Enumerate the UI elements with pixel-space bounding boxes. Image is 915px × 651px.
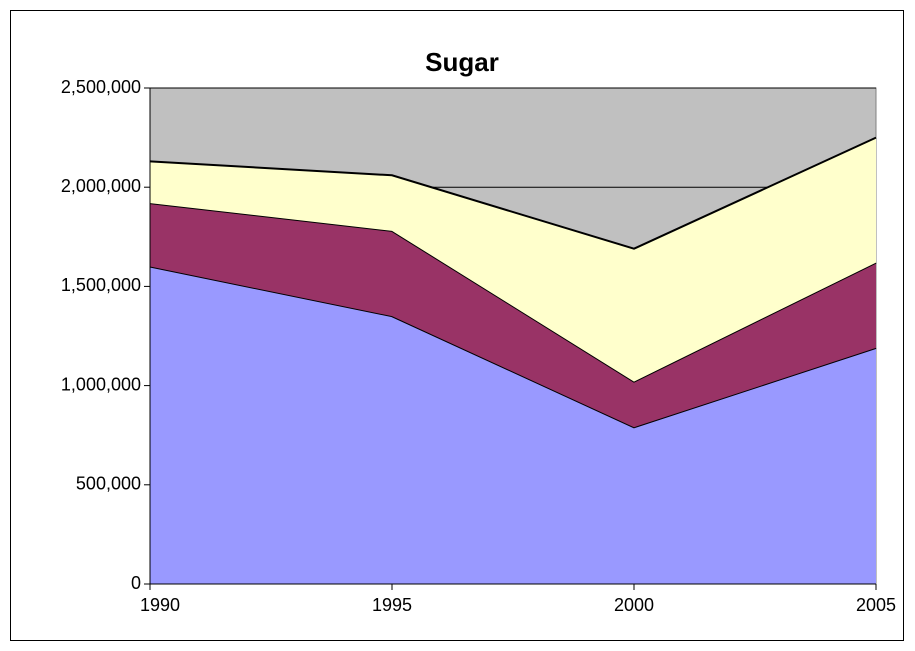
area	[150, 266, 876, 584]
area-edge	[149, 136, 877, 250]
y-tick-label: 0	[131, 573, 141, 593]
x-tick-label: 2000	[614, 595, 654, 615]
y-tick-label: 2,000,000	[61, 176, 141, 196]
x-tick-label: 2005	[856, 595, 896, 615]
y-tick-label: 2,500,000	[61, 77, 141, 97]
y-tick-label: 1,000,000	[61, 374, 141, 394]
y-tick-label: 500,000	[76, 474, 141, 494]
area	[150, 137, 876, 382]
y-tick-label: 1,500,000	[61, 275, 141, 295]
x-tick-label: 1990	[140, 595, 180, 615]
area	[150, 203, 876, 428]
x-tick-label: 1995	[372, 595, 412, 615]
chart-title: Sugar	[425, 47, 499, 77]
